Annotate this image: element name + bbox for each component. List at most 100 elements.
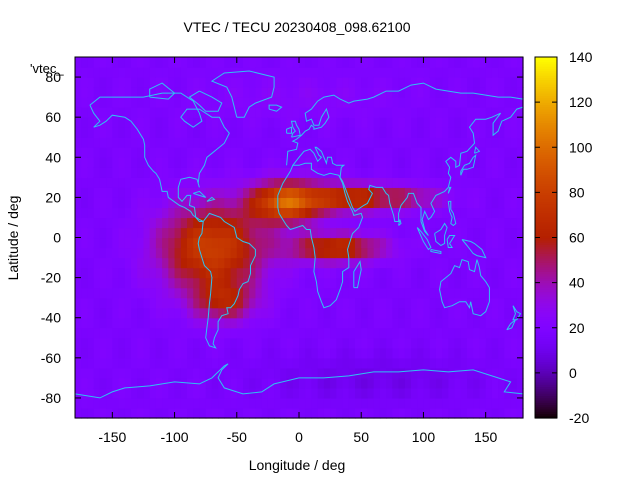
heatmap-cell [373, 137, 381, 148]
heatmap-cell [255, 137, 263, 148]
heatmap-cell [193, 347, 201, 359]
heatmap-cell [429, 387, 437, 399]
heatmap-cell [442, 187, 449, 198]
heatmap-cell [187, 237, 194, 249]
heatmap-cell [411, 197, 418, 209]
heatmap-cell [299, 387, 306, 399]
heatmap-cell [99, 317, 107, 329]
heatmap-cell [236, 247, 244, 259]
heatmap-cell [479, 147, 487, 158]
colorbar-segment [535, 61, 557, 65]
colorbar-segment [535, 239, 557, 243]
heatmap-cell [162, 137, 169, 148]
heatmap-cell [124, 237, 132, 249]
heatmap-cell [174, 277, 182, 289]
heatmap-cell [162, 397, 169, 409]
heatmap-cell [149, 147, 157, 158]
heatmap-cell [118, 317, 126, 329]
heatmap-cell [361, 337, 369, 349]
heatmap-cell [286, 257, 294, 269]
heatmap-cell [87, 157, 95, 168]
heatmap-cell [373, 57, 381, 68]
heatmap-cell [386, 137, 393, 148]
heatmap-cell [267, 197, 275, 209]
heatmap-cell [75, 237, 82, 249]
heatmap-cell [236, 227, 244, 239]
heatmap-cell [180, 347, 188, 359]
heatmap-cell [404, 307, 412, 319]
heatmap-cell [193, 357, 201, 369]
heatmap-cell [224, 267, 232, 279]
colorbar-segment [535, 275, 557, 279]
heatmap-cell [348, 217, 356, 229]
heatmap-cell [236, 367, 244, 379]
heatmap-cell [174, 127, 182, 138]
heatmap-cell [75, 347, 82, 359]
heatmap-cell [467, 67, 474, 78]
heatmap-cell [205, 287, 213, 299]
heatmap-cell [131, 157, 138, 168]
heatmap-cell [149, 397, 157, 409]
heatmap-cell [93, 317, 101, 329]
heatmap-cell [448, 77, 456, 88]
heatmap-cell [106, 157, 113, 168]
heatmap-cell [491, 377, 499, 389]
heatmap-cell [423, 187, 431, 198]
heatmap-cell [193, 307, 201, 319]
heatmap-cell [485, 247, 493, 259]
heatmap-cell [292, 107, 300, 118]
heatmap-cell [330, 177, 337, 188]
heatmap-cell [299, 337, 306, 349]
heatmap-cell [467, 377, 474, 389]
heatmap-cell [180, 197, 188, 209]
heatmap-cell [491, 247, 499, 259]
heatmap-cell [342, 297, 350, 309]
heatmap-cell [498, 377, 505, 389]
heatmap-cell [429, 97, 437, 108]
heatmap-cell [299, 127, 306, 138]
heatmap-cell [112, 247, 120, 259]
heatmap-cell [149, 277, 157, 289]
heatmap-cell [373, 217, 381, 229]
heatmap-cell [485, 347, 493, 359]
heatmap-cell [460, 287, 468, 299]
heatmap-cell [211, 187, 219, 198]
heatmap-cell [429, 137, 437, 148]
heatmap-cell [75, 187, 82, 198]
heatmap-cell [454, 187, 462, 198]
colorbar-segment [535, 237, 557, 241]
heatmap-cell [498, 137, 505, 148]
heatmap-cell [112, 217, 120, 229]
heatmap-cell [299, 287, 306, 299]
heatmap-cell [404, 117, 412, 128]
heatmap-cell [255, 147, 263, 158]
heatmap-cell [392, 167, 400, 178]
heatmap-cell [112, 257, 120, 269]
heatmap-cell [317, 347, 325, 359]
heatmap-cell [342, 127, 350, 138]
heatmap-cell [348, 157, 356, 168]
heatmap-cell [454, 277, 462, 289]
heatmap-cell [454, 57, 462, 68]
heatmap-cell [193, 207, 201, 219]
heatmap-cell [336, 87, 344, 98]
heatmap-cell [305, 87, 313, 98]
heatmap-cell [87, 237, 95, 249]
heatmap-cell [392, 157, 400, 168]
heatmap-cell [106, 257, 113, 269]
heatmap-cell [106, 57, 113, 68]
heatmap-cell [143, 117, 151, 128]
heatmap-cell [355, 167, 362, 178]
heatmap-cell [112, 107, 120, 118]
heatmap-cell [168, 77, 176, 88]
heatmap-cell [355, 57, 362, 68]
heatmap-cell [112, 367, 120, 379]
heatmap-cell [267, 317, 275, 329]
heatmap-cell [398, 257, 406, 269]
heatmap-cell [124, 177, 132, 188]
heatmap-cell [261, 117, 269, 128]
heatmap-cell [379, 357, 387, 369]
heatmap-cell [274, 67, 281, 78]
heatmap-cell [367, 217, 375, 229]
heatmap-cell [124, 377, 132, 389]
